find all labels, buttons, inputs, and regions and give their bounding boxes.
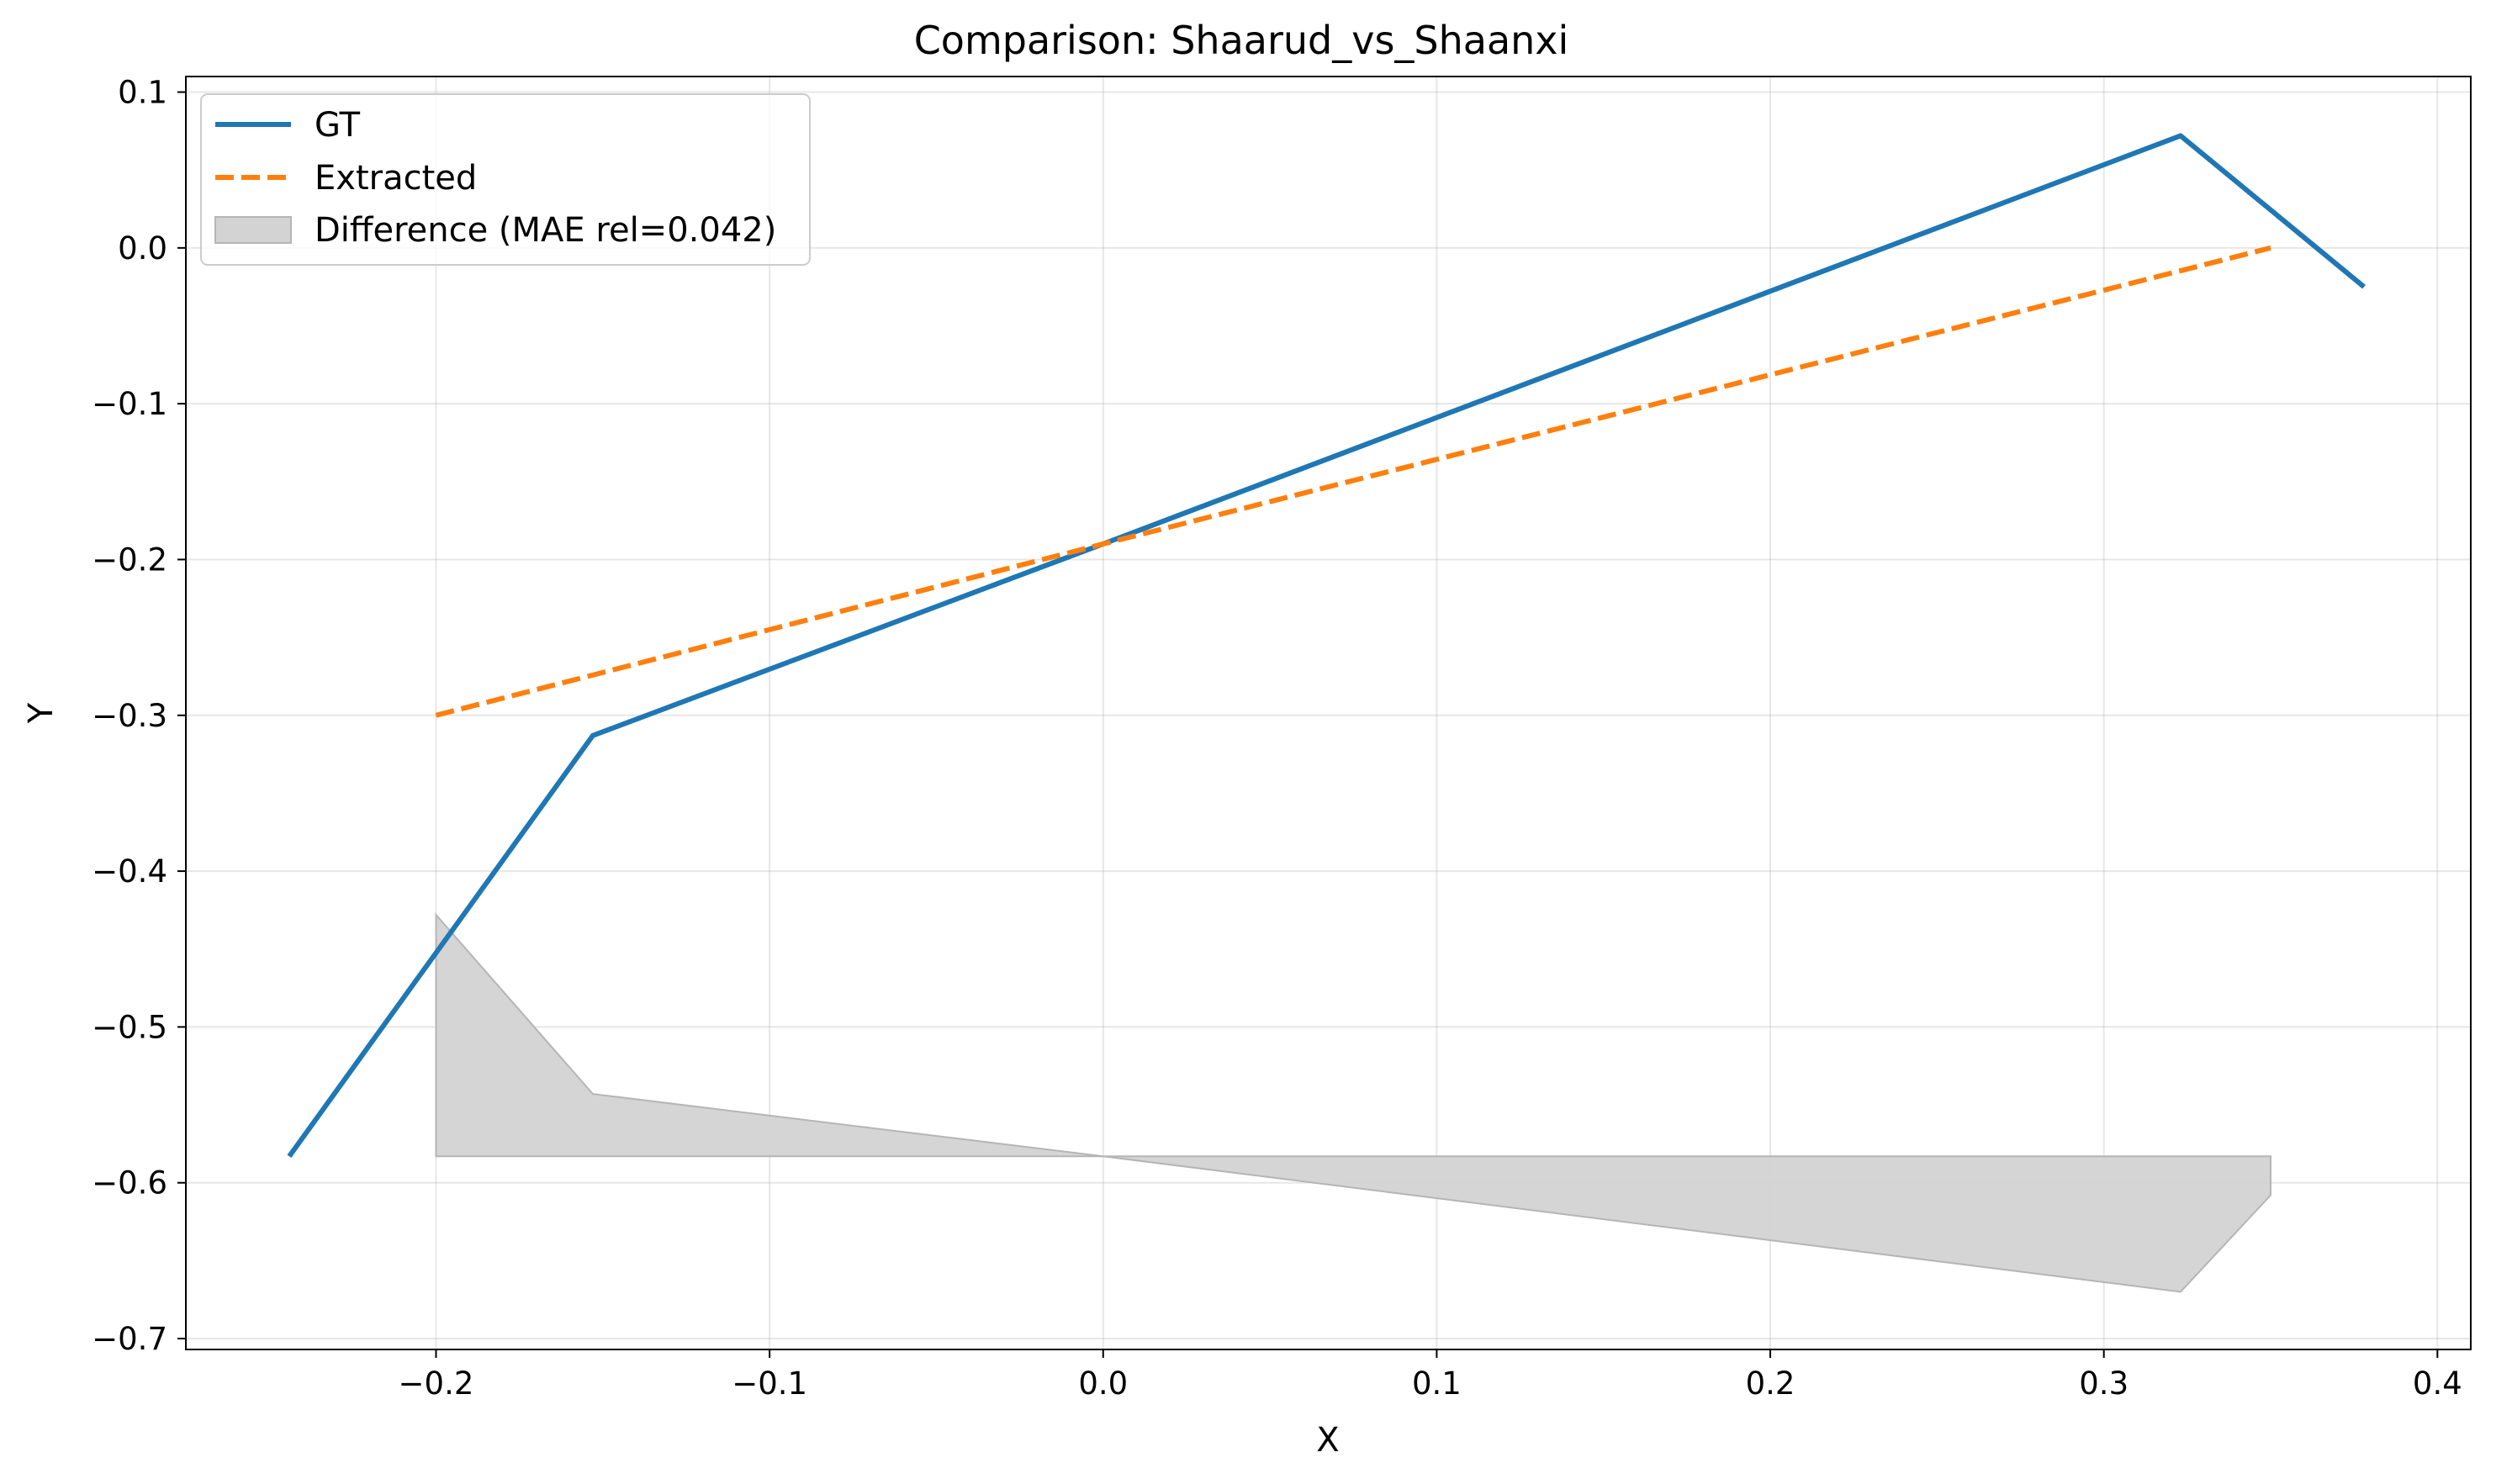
- x-tick-label: 0.0: [1078, 1365, 1128, 1402]
- x-axis-label: X: [1316, 1421, 1339, 1460]
- x-tick-label: 0.4: [2413, 1365, 2462, 1402]
- legend-box: [200, 93, 811, 266]
- x-tick-label: −0.1: [732, 1365, 807, 1402]
- x-axis-ticks: −0.2 −0.1 0.0 0.1 0.2 0.3 0.4: [399, 1349, 2462, 1402]
- x-tick-label: 0.2: [1746, 1365, 1795, 1402]
- plot-frame: [185, 76, 2472, 1350]
- legend-label-gt: GT: [315, 106, 361, 145]
- series-layer: [287, 133, 2366, 1158]
- legend-label-difference: Difference (MAE rel=0.042): [315, 211, 776, 250]
- difference-area: [435, 912, 2272, 1293]
- x-tick-label: 0.1: [1412, 1365, 1462, 1402]
- y-axis-label: Y: [22, 702, 61, 724]
- y-tick-label: −0.6: [92, 1165, 167, 1201]
- y-axis-ticks: 0.1 0.0 −0.1 −0.2 −0.3 −0.4 −0.5 −0.6 −0.7: [92, 75, 186, 1357]
- y-tick-label: −0.7: [92, 1321, 167, 1357]
- difference-layer: [435, 912, 2272, 1293]
- y-tick-label: −0.5: [92, 1009, 167, 1045]
- legend-label-extracted: Extracted: [315, 159, 477, 198]
- series-line-extracted: [435, 245, 2271, 718]
- y-tick-label: −0.1: [92, 386, 167, 422]
- y-tick-label: −0.2: [92, 541, 167, 578]
- legend-swatch-difference: [214, 216, 292, 244]
- x-tick-label: −0.2: [399, 1365, 474, 1402]
- y-tick-label: 0.0: [118, 230, 167, 267]
- chart-title: Comparison: Shaarud_vs_Shaanxi: [914, 18, 1569, 63]
- y-tick-label: −0.4: [92, 853, 167, 890]
- y-tick-label: −0.3: [92, 698, 167, 734]
- y-tick-label: 0.1: [118, 75, 167, 111]
- legend: GT Extracted Difference (MAE rel=0.042): [200, 93, 811, 266]
- x-tick-label: 0.3: [2079, 1365, 2128, 1402]
